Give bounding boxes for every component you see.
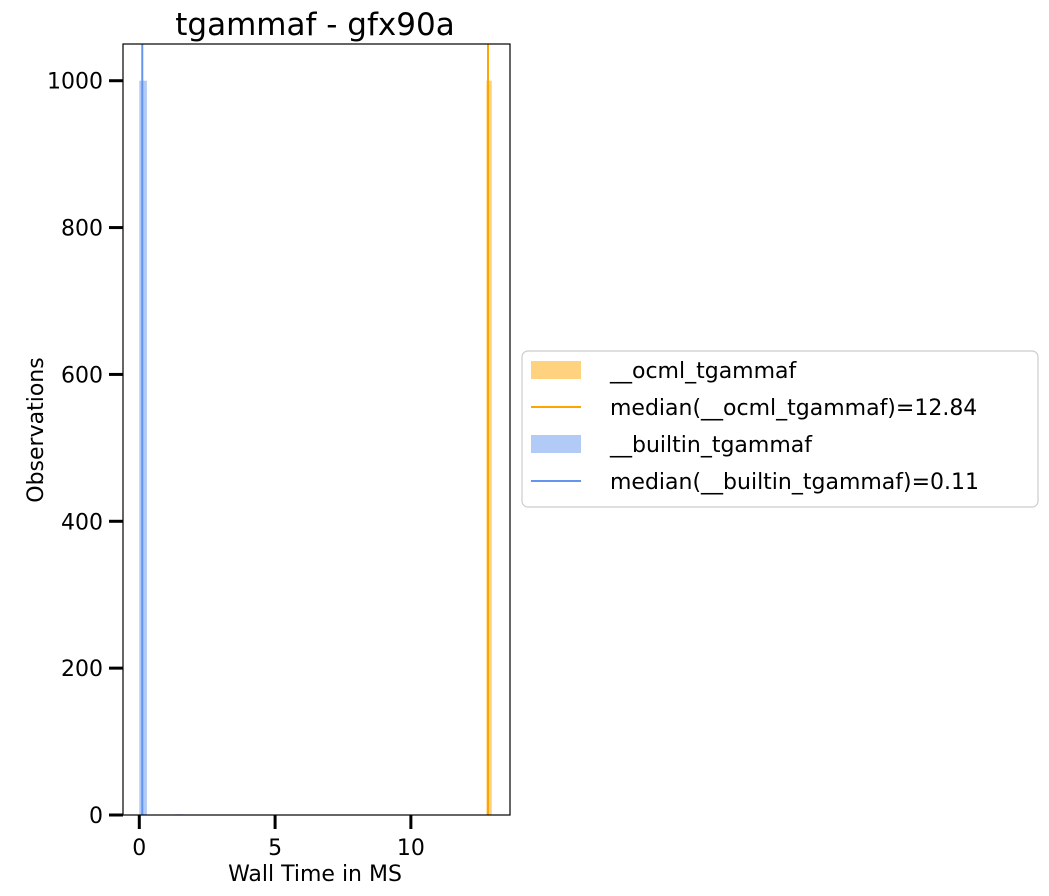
legend: __ocml_tgammaf median(__ocml_tgammaf)=12.… <box>521 350 1039 508</box>
legend-frame <box>521 350 1039 508</box>
histogram-bar <box>486 80 492 815</box>
legend-label: median(__ocml_tgammaf)=12.84 <box>610 396 977 421</box>
y-tick-label: 200 <box>61 657 103 682</box>
chart-title: tgammaf - gfx90a <box>175 7 454 43</box>
y-tick-label: 400 <box>61 510 103 535</box>
legend-swatch <box>531 435 581 453</box>
plot-area <box>139 44 492 815</box>
legend-swatch <box>531 361 581 379</box>
legend-label: __ocml_tgammaf <box>609 359 798 384</box>
y-axis: 0 200 400 600 800 1000 <box>47 70 123 829</box>
x-axis: 0 5 10 <box>132 815 425 861</box>
y-tick-label: 1000 <box>47 70 103 95</box>
y-tick-label: 600 <box>61 363 103 388</box>
x-tick-label: 5 <box>268 836 282 861</box>
legend-label: median(__builtin_tgammaf)=0.11 <box>610 470 979 495</box>
y-axis-label: Observations <box>24 357 49 502</box>
x-tick-label: 0 <box>132 836 146 861</box>
legend-label: __builtin_tgammaf <box>609 433 813 458</box>
y-tick-label: 0 <box>89 804 103 829</box>
y-tick-label: 800 <box>61 217 103 242</box>
plot-frame <box>122 43 511 816</box>
x-axis-label: Wall Time in MS <box>228 862 402 887</box>
x-tick-label: 10 <box>397 836 425 861</box>
